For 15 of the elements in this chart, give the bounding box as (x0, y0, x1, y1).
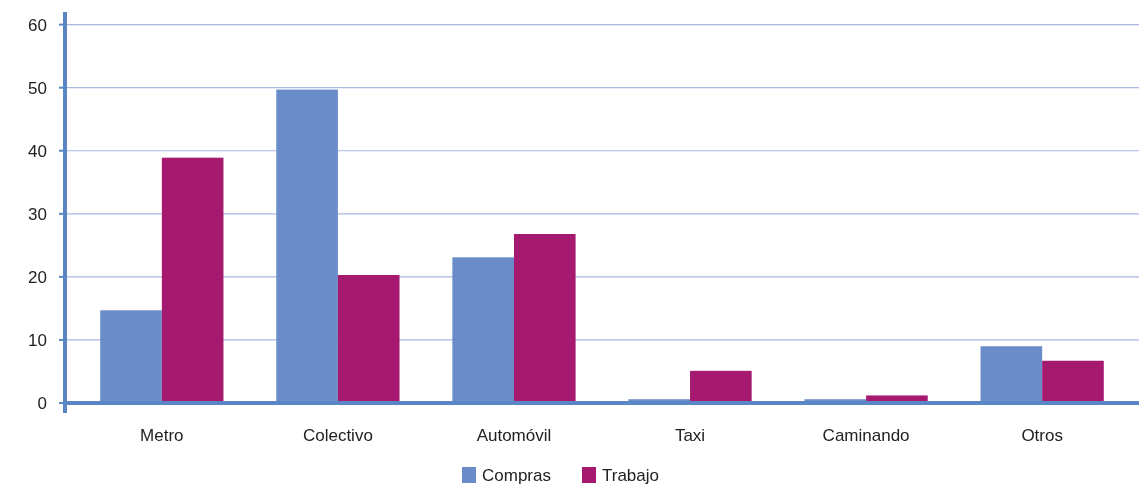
x-tick-label: Colectivo (302, 426, 373, 445)
y-tick-label: 40 (28, 141, 47, 161)
y-tick-label: 0 (37, 393, 47, 413)
x-tick-label: Metro (140, 426, 184, 445)
x-tick-label: Otros (1021, 426, 1063, 445)
x-tick-label: Automóvil (476, 426, 552, 445)
y-tick-label: 30 (28, 204, 47, 224)
y-tick-label: 20 (28, 267, 47, 287)
y-tick-label: 10 (28, 330, 47, 350)
legend-label: Compras (482, 465, 551, 485)
y-tick-label: 60 (28, 15, 47, 35)
x-tick-label: Caminando (822, 426, 910, 445)
x-tick-label: Taxi (674, 426, 706, 445)
legend-label: Trabajo (602, 465, 660, 485)
y-tick-label: 50 (28, 78, 47, 98)
